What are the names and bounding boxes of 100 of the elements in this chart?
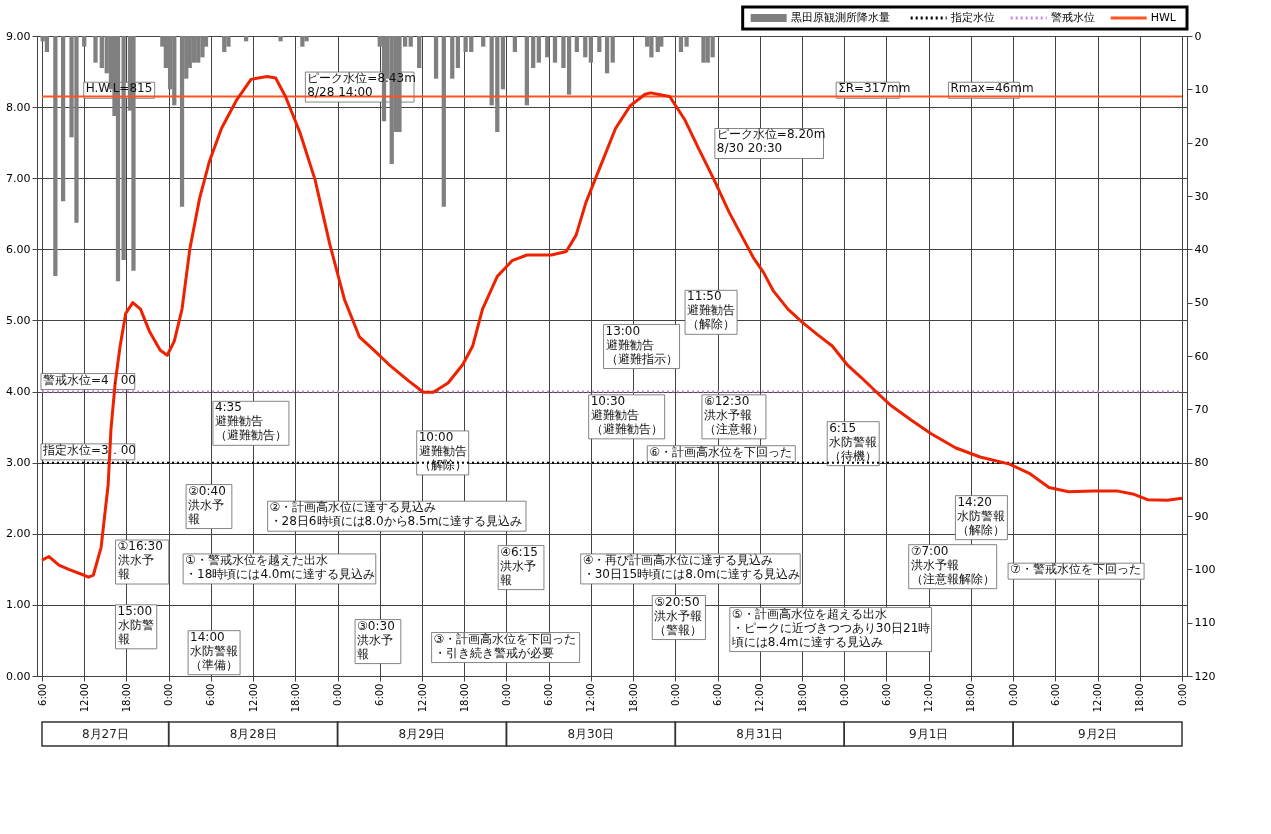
y2-tick-label: 70 — [1194, 402, 1209, 416]
annotation: （注意報） — [703, 421, 764, 436]
annotation: （解除） — [418, 457, 467, 472]
y2-tick-label: 90 — [1194, 509, 1209, 523]
x-tick-label: 6:00 — [205, 683, 217, 706]
x-tick-label: 6:00 — [374, 683, 386, 706]
annotation: ①・警戒水位を越えた出水 — [185, 552, 328, 567]
x-tick-label: 12:00 — [923, 683, 935, 713]
annotation: 洪水予報 — [654, 608, 703, 623]
x-tick-label: 12:00 — [1092, 683, 1104, 713]
annotation: ・ピークに近づきつつあり30日21時 — [731, 620, 931, 635]
annotation: （避難勧告） — [214, 428, 287, 443]
annotation: ΣR=317mm — [838, 81, 911, 96]
annotation: 10:30 — [590, 393, 626, 408]
annotation: 避難勧告 — [590, 407, 639, 422]
text: 8月30日 — [567, 727, 615, 741]
text: 8月27日 — [81, 727, 129, 741]
annotation: （避難勧告） — [590, 421, 663, 436]
annotation: 6:15 — [829, 420, 857, 435]
x-tick-label: 18:00 — [1134, 683, 1146, 713]
annotation: 報 — [117, 567, 130, 582]
annotation: ・引き続き警戒が必要 — [433, 645, 554, 660]
annotation: 洪水予 — [117, 553, 154, 568]
annotation: 4:35 — [214, 400, 242, 415]
annotation: ①16:30 — [117, 539, 163, 554]
annotation: ③・計画高水位を下回った — [433, 631, 577, 646]
annotation: ・18時頃には4.0mに達する見込み — [185, 566, 376, 581]
legend-label: 指定水位 — [949, 11, 995, 24]
annotation: ピーク水位=8.43m — [307, 71, 416, 86]
y-tick-label: 9.00 — [6, 29, 31, 43]
annotation: 洪水予 — [188, 497, 225, 512]
y2-tick-label: 100 — [1194, 562, 1216, 576]
annotation: ピーク水位=8.20m — [716, 127, 826, 142]
x-tick-label: 0:00 — [838, 683, 850, 706]
x-tick-label: 0:00 — [500, 683, 512, 706]
x-tick-label: 6:00 — [36, 683, 48, 706]
x-tick-label: 6:00 — [712, 683, 724, 706]
annotation: 洪水予 — [500, 558, 537, 573]
x-tick-label: 18:00 — [458, 683, 470, 713]
annotation: 避難勧告 — [687, 303, 736, 318]
annotation: ・28日6時頃には8.0から8.5mに達する見込み — [269, 514, 523, 529]
annotation: （解除） — [957, 522, 1006, 537]
y-tick-label: 5.00 — [6, 313, 31, 327]
annotation: 10:00 — [418, 429, 454, 444]
annotation: H.W.L=815 — [85, 81, 153, 96]
legend-label: 黒田原観測所降水量 — [790, 11, 890, 24]
annotation: Rmax=46mm — [950, 81, 1034, 96]
y-tick-label: 1.00 — [6, 598, 31, 612]
annotation: 避難勧告 — [214, 414, 263, 429]
text: 9月2日 — [1077, 727, 1118, 741]
y2-tick-label: 110 — [1194, 616, 1216, 630]
y2-tick-label: 10 — [1194, 82, 1209, 96]
y-tick-label: 7.00 — [6, 171, 31, 185]
x-tick-label: 0:00 — [1176, 683, 1188, 706]
y-tick-label: 8.00 — [6, 100, 31, 114]
annotation: ⑦7:00 — [910, 543, 949, 558]
annotation: 14:20 — [957, 494, 992, 509]
annotation: ・30日15時頃には8.0mに達する見込み — [582, 566, 800, 581]
annotation: 水防警報 — [957, 508, 1006, 523]
annotation: 報 — [117, 631, 130, 646]
annotation: （準備） — [190, 657, 239, 672]
annotation: ④6:15 — [500, 544, 538, 559]
y2-tick-label: 80 — [1194, 456, 1209, 470]
annotation: ②・計画高水位に達する見込み — [269, 500, 437, 515]
x-tick-label: 12:00 — [416, 683, 428, 713]
annotation: ⑤・計画高水位を超える出水 — [731, 606, 887, 621]
x-tick-label: 6:00 — [1049, 683, 1061, 706]
x-tick-label: 18:00 — [289, 683, 301, 713]
x-tick-label: 0:00 — [163, 683, 175, 706]
y2-tick-label: 30 — [1194, 189, 1209, 203]
annotation: （解除） — [687, 317, 736, 332]
annotation: ⑦・警戒水位を下回った — [1010, 562, 1141, 577]
x-tick-label: 0:00 — [1007, 683, 1019, 706]
annotation: ⑤20:50 — [654, 594, 700, 609]
text: 8月28日 — [229, 727, 277, 741]
x-tick-label: 18:00 — [965, 683, 977, 713]
annotation: 報 — [500, 572, 513, 587]
annotation: 15:00 — [117, 603, 153, 618]
annotation: ⑥12:30 — [703, 393, 750, 408]
x-tick-label: 18:00 — [796, 683, 808, 713]
annotation: ③0:30 — [357, 618, 395, 633]
annotation: （注意報解除） — [910, 571, 995, 586]
y2-tick-label: 0 — [1194, 29, 1202, 43]
y-tick-label: 0.00 — [6, 669, 31, 683]
y-tick-label: 6.00 — [6, 242, 31, 256]
text: 8月31日 — [736, 727, 784, 741]
x-tick-label: 12:00 — [754, 683, 766, 713]
y2-tick-label: 50 — [1194, 296, 1209, 310]
y2-tick-label: 40 — [1194, 242, 1209, 256]
annotation: 水防警報 — [190, 643, 239, 658]
x-tick-label: 6:00 — [880, 683, 892, 706]
x-tick-label: 0:00 — [669, 683, 681, 706]
x-tick-label: 18:00 — [627, 683, 639, 713]
y-tick-label: 3.00 — [6, 456, 31, 470]
annotation: 指定水位=3．00 — [41, 442, 136, 457]
y2-tick-label: 120 — [1194, 669, 1216, 683]
annotation: 8/30 20:30 — [716, 141, 783, 156]
x-tick-label: 12:00 — [247, 683, 259, 713]
annotation: 避難勧告 — [418, 443, 467, 458]
annotation: 報 — [357, 646, 370, 661]
